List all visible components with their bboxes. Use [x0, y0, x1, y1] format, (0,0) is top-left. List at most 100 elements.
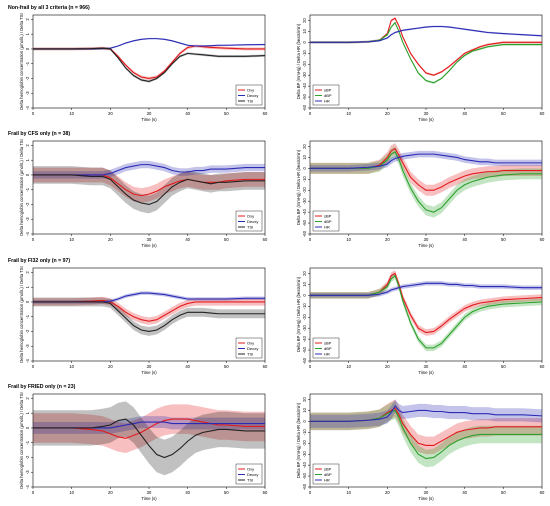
x-axis-label: Time (s) [418, 370, 434, 375]
x-tick-label: 50 [224, 364, 229, 369]
y-tick-label: -20 [302, 440, 307, 447]
y-tick-label: -50 [302, 472, 307, 479]
x-tick-label: 20 [108, 111, 113, 116]
x-tick-label: 0 [32, 237, 35, 242]
x-tick-label: 0 [32, 111, 35, 116]
y-tick-label: -50 [302, 219, 307, 226]
series-line-tsi [33, 174, 265, 206]
error-band-hr [310, 25, 542, 44]
series-line-oxy [33, 299, 265, 322]
series-line-tsi [33, 301, 265, 333]
y-tick-label: 0 [302, 294, 307, 297]
x-tick-label: 10 [69, 111, 74, 116]
x-tick-label: 40 [185, 364, 190, 369]
error-band-sbp [310, 399, 542, 455]
y-tick-label: 2 [25, 18, 30, 21]
y-tick-label: 10 [302, 281, 307, 286]
error-band-sbp [310, 270, 542, 336]
panel-6: 0 10 20 30 40 50 60 -60 -50 -40 -30 -20 -10 0 10 20 Time… [296, 267, 545, 375]
x-tick-label: 10 [69, 237, 74, 242]
y-tick-label: -50 [302, 93, 307, 100]
x-tick-label: 0 [309, 111, 312, 116]
error-band-hr [310, 281, 542, 298]
y-tick-label: -20 [302, 314, 307, 321]
legend-label-dbp: dBP [324, 219, 332, 224]
y-tick-label: 20 [302, 143, 307, 148]
error-band-tsi [33, 401, 265, 476]
x-tick-label: 40 [185, 490, 190, 495]
x-tick-label: 40 [462, 364, 467, 369]
x-axis-label: Time (s) [141, 496, 157, 501]
y-axis-label: Delta BP (mmHg) / Delta HR (beats/min) [296, 276, 301, 352]
panel-5: Frail by FI32 only (n = 97)0 10 20 30 40 50 60… [8, 258, 268, 375]
y-tick-label: -40 [302, 82, 307, 89]
error-band-sbp [310, 17, 542, 77]
y-tick-label: -60 [302, 483, 307, 490]
y-axis-label: Delta hemoglobin concentration (µmol/L) … [19, 13, 24, 109]
y-tick-label: -3 [25, 91, 30, 95]
x-tick-label: 20 [108, 490, 113, 495]
y-axis-label: Delta BP (mmHg) / Delta HR (beats/min) [296, 149, 301, 225]
legend-label-sbp: sBP [324, 88, 332, 93]
x-tick-label: 50 [501, 111, 506, 116]
x-tick-label: 0 [309, 364, 312, 369]
x-tick-label: 30 [147, 237, 152, 242]
panel-2: 0 10 20 30 40 50 60 -60 -50 -40 -30 -20 -10 0 10 20 Time… [296, 14, 545, 122]
x-tick-label: 20 [385, 111, 390, 116]
x-tick-label: 0 [309, 490, 312, 495]
panel-3: Frail by CFS only (n = 38)0 10 20 30 40 50 60-… [8, 131, 268, 248]
x-tick-label: 30 [147, 364, 152, 369]
x-tick-label: 0 [309, 237, 312, 242]
legend-label-sbp: sBP [324, 341, 332, 346]
x-axis-label: Time (s) [141, 117, 157, 122]
y-tick-label: 10 [302, 28, 307, 33]
x-tick-label: 60 [263, 237, 268, 242]
y-tick-label: 0 [25, 426, 30, 429]
x-tick-label: 30 [424, 237, 429, 242]
x-tick-label: 30 [424, 111, 429, 116]
y-tick-label: -2 [25, 455, 30, 459]
x-tick-label: 20 [385, 237, 390, 242]
y-axis-label: Delta hemoglobin concentration (µmol/L) … [19, 266, 24, 362]
error-band-deoxy [33, 291, 265, 304]
y-tick-label: -4 [25, 231, 30, 235]
y-tick-label: -10 [302, 429, 307, 436]
y-tick-label: 1 [25, 411, 30, 414]
y-tick-label: 20 [302, 396, 307, 401]
x-tick-label: 60 [540, 111, 545, 116]
x-tick-label: 50 [501, 490, 506, 495]
x-tick-label: 30 [147, 490, 152, 495]
x-tick-label: 10 [346, 364, 351, 369]
series-line-hr [310, 25, 543, 43]
y-axis-label: Delta BP (mmHg) / Delta HR (beats/min) [296, 23, 301, 99]
x-tick-label: 20 [108, 364, 113, 369]
y-tick-label: 0 [25, 173, 30, 176]
error-band-deoxy [33, 160, 265, 179]
error-band-dbp [310, 401, 542, 468]
series-line-hr [310, 405, 543, 422]
y-tick-label: -30 [302, 324, 307, 331]
panel-4: 0 10 20 30 40 50 60 -60 -50 -40 -30 -20 -10 0 10 20 Time… [296, 140, 545, 248]
panel-8: 0 10 20 30 40 50 60 -60 -50 -40 -30 -20 -10 0 10 20 Time… [296, 393, 545, 501]
panel-title: Frail by FI32 only (n = 97) [8, 258, 70, 264]
panel-title: Frail by CFS only (n = 38) [8, 131, 70, 137]
series-line-dbp [310, 274, 543, 349]
error-band-dbp [310, 146, 542, 218]
legend-label-deoxy: Deoxy [247, 93, 258, 98]
legend-label-oxy: Oxy [247, 88, 254, 93]
series-line-hr [310, 282, 542, 296]
x-tick-label: 60 [540, 364, 545, 369]
panel-title: Non-frail by all 3 criteria (n = 966) [8, 5, 90, 11]
y-tick-label: -2 [25, 76, 30, 80]
y-tick-label: -10 [302, 50, 307, 57]
y-tick-label: -10 [302, 176, 307, 183]
y-tick-label: -40 [302, 335, 307, 342]
error-band-hr [310, 150, 542, 172]
series-line-oxy [33, 45, 265, 80]
y-tick-label: 1 [25, 285, 30, 288]
panel-1: Non-frail by all 3 criteria (n = 966) 0 10… [8, 5, 268, 122]
y-tick-label: 2 [25, 271, 30, 274]
y-tick-label: -1 [25, 314, 30, 318]
y-tick-label: -4 [25, 358, 30, 362]
